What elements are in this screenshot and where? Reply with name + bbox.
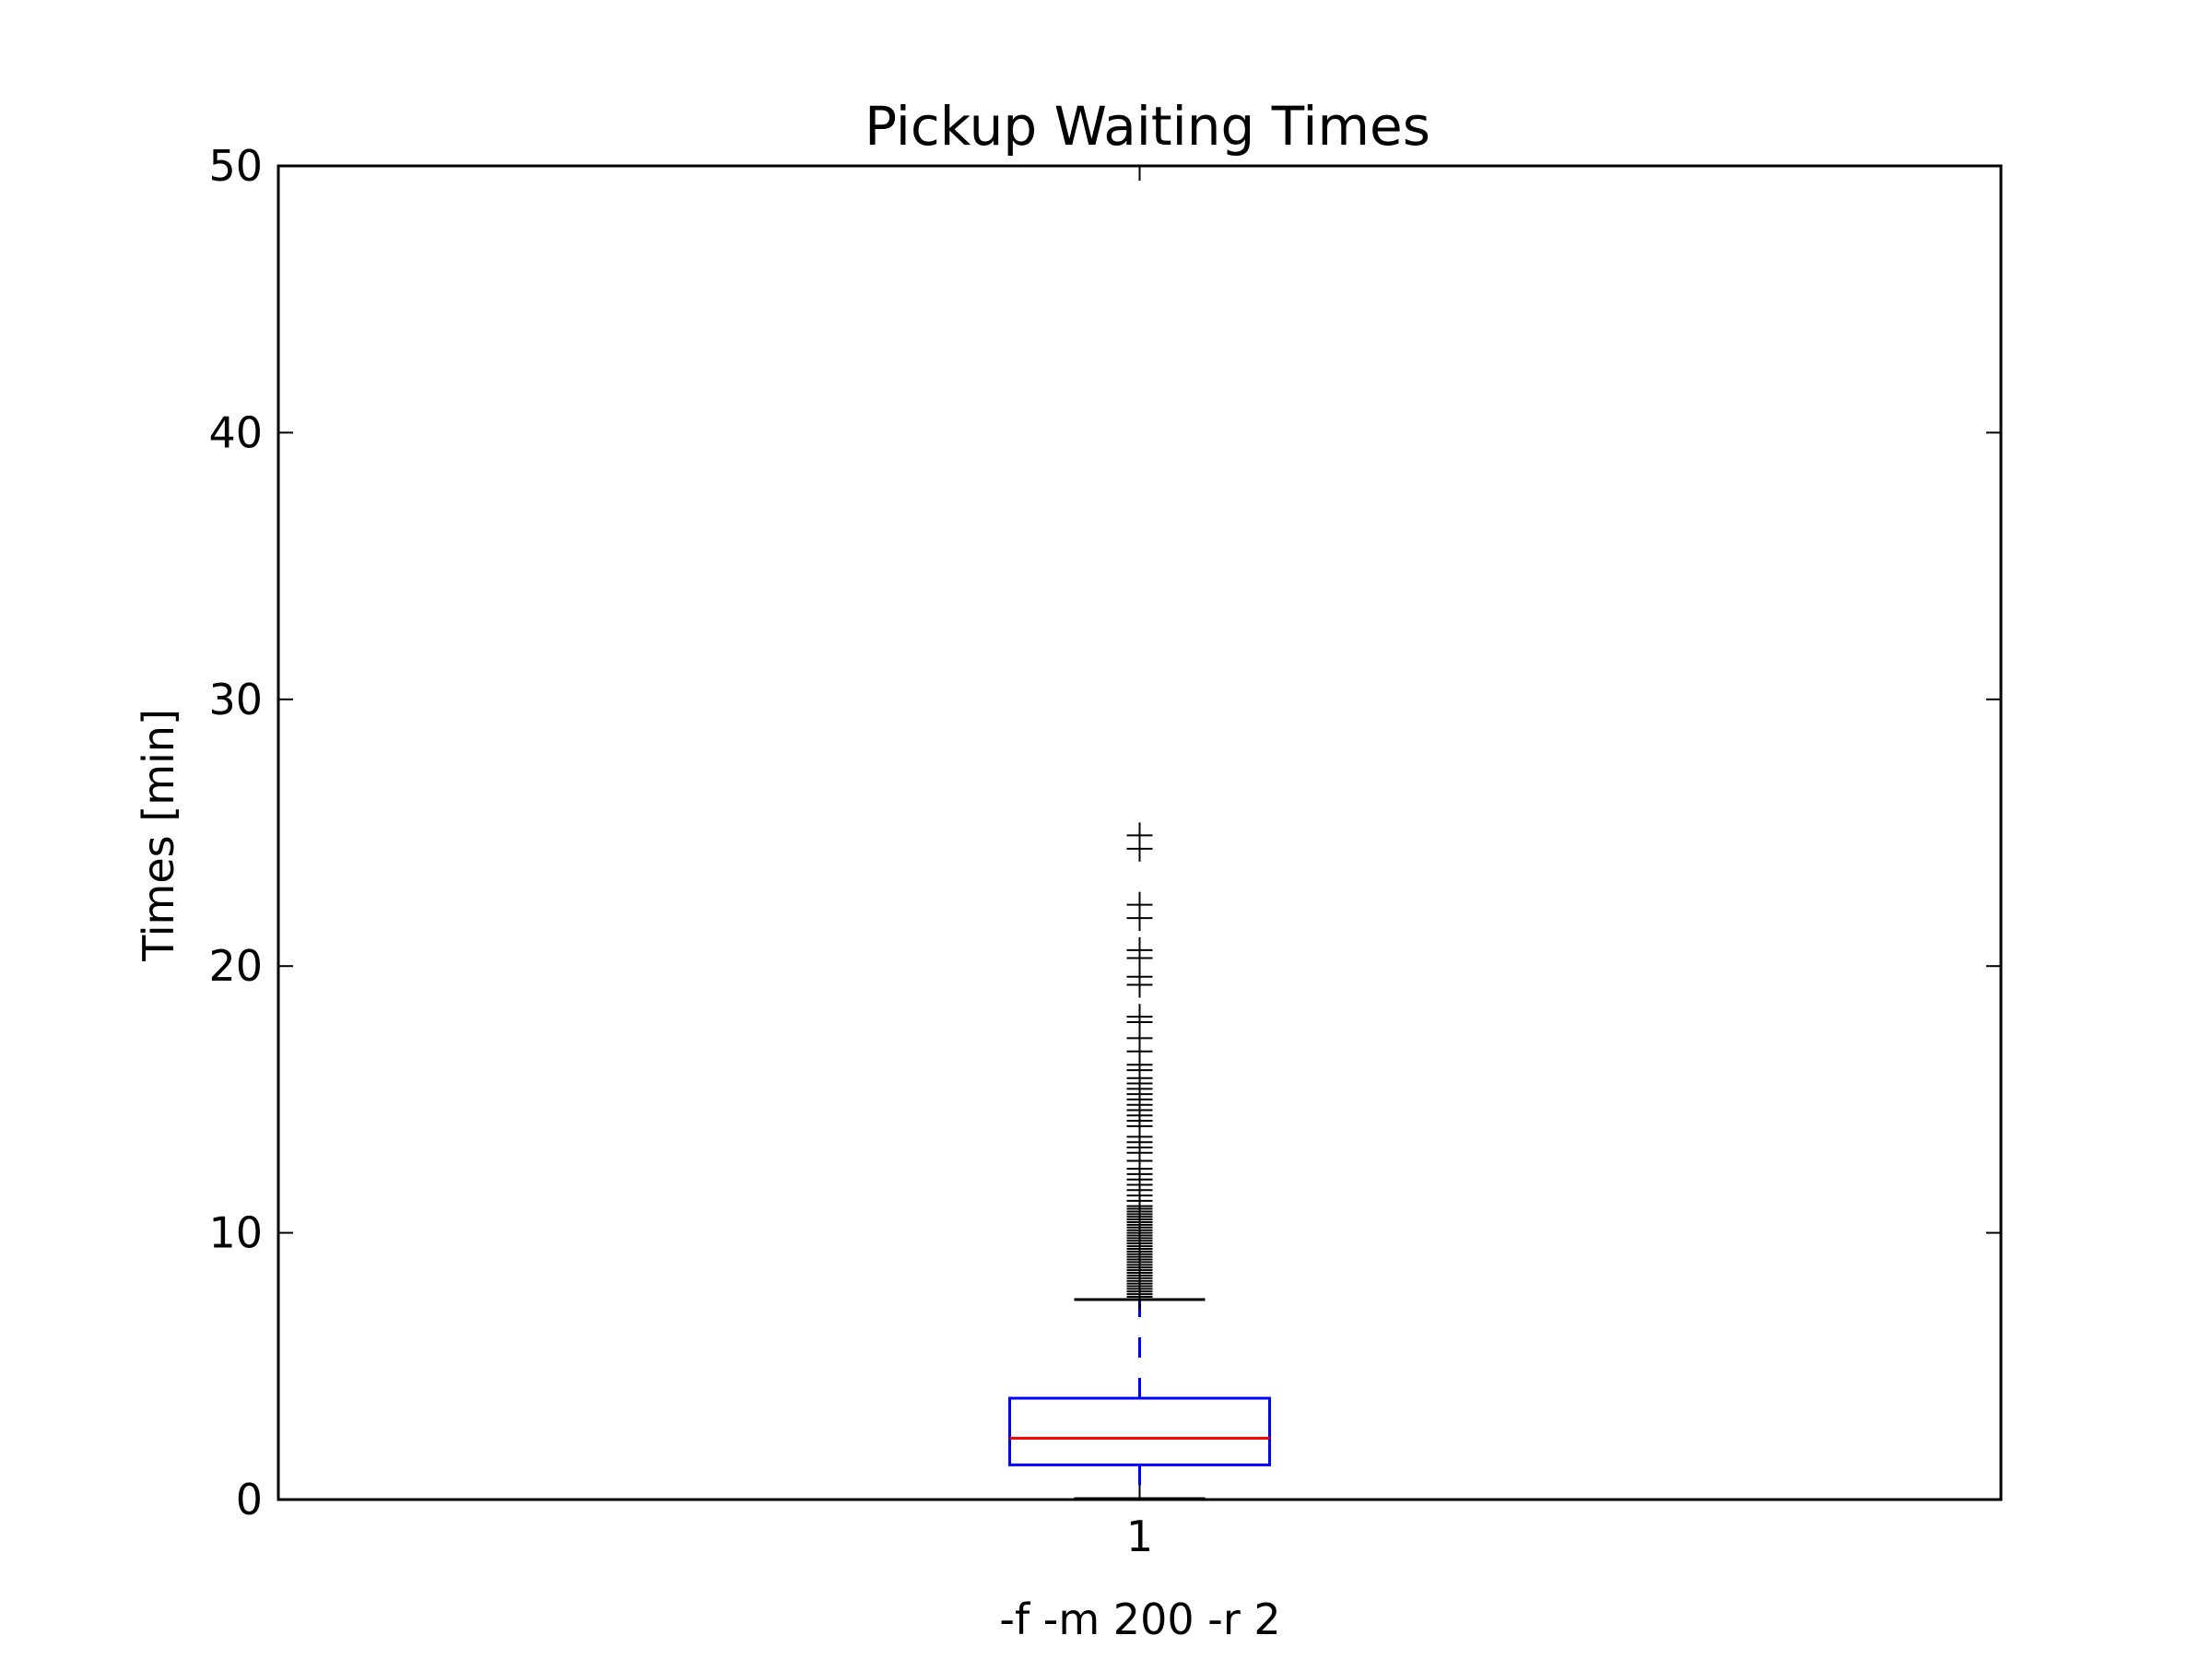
interquartile-box	[1008, 1396, 1271, 1466]
y-tick-label: 50	[208, 141, 263, 191]
y-tick-label: 10	[208, 1208, 263, 1258]
y-tick-label: 0	[236, 1475, 263, 1524]
y-tick-label: 20	[208, 941, 263, 991]
y-tick-label: 40	[208, 407, 263, 457]
x-axis-label: -f -m 200 -r 2	[999, 1594, 1280, 1644]
x-tick-label: 1	[1126, 1512, 1153, 1561]
plot-area	[1008, 822, 1271, 1500]
outlier-marker	[1126, 822, 1153, 849]
outlier-marker	[1126, 1004, 1153, 1030]
y-tick-label: 30	[208, 675, 263, 724]
chart-title: Pickup Waiting Times	[865, 95, 1430, 158]
axes: 0 10 20 30 40 50 1	[208, 141, 2003, 1561]
outlier-marker	[1126, 936, 1153, 963]
outlier-marker	[1126, 891, 1153, 918]
y-axis-label: Times [min]	[134, 709, 183, 962]
